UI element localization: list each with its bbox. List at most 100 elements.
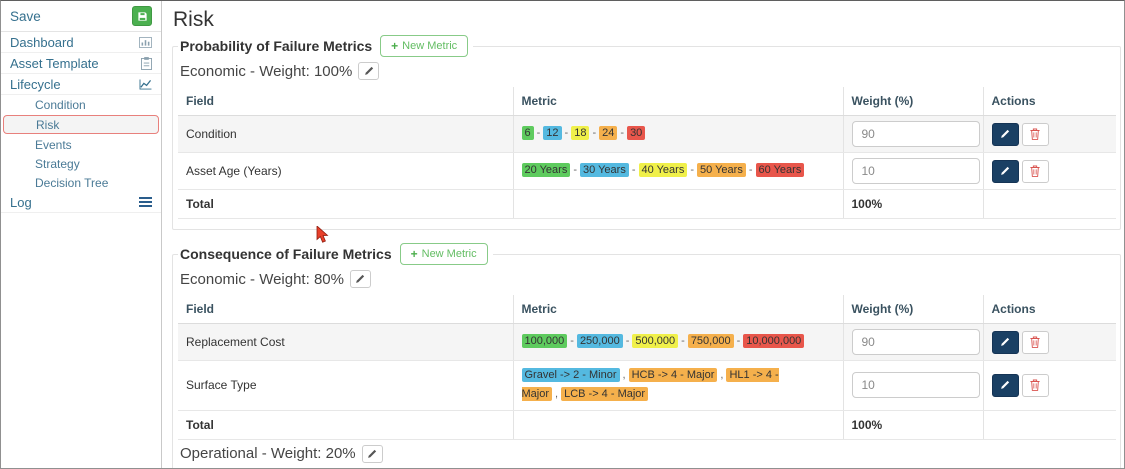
actions-cell: [982, 115, 1116, 153]
table-row: Replacement Cost 100,000-250,000-500,000-…: [178, 323, 1116, 361]
pencil-icon: [1000, 337, 1010, 347]
field-cell: Asset Age (Years): [178, 152, 513, 190]
column-header-metric: Metric: [512, 295, 843, 324]
metric-badge: 250,000: [576, 334, 623, 349]
new-metric-button[interactable]: + New Metric: [399, 243, 488, 265]
sidebar-subitem-decision-tree[interactable]: Decision Tree: [1, 173, 161, 192]
group-heading: Operational - Weight: 20%: [180, 444, 1116, 463]
weight-input[interactable]: [851, 372, 980, 399]
sidebar-item-log[interactable]: Log: [1, 192, 161, 213]
actions-group: [991, 122, 1109, 146]
total-metric-empty: [512, 189, 843, 219]
field-cell: Replacement Cost: [178, 323, 513, 361]
total-label: Total: [178, 410, 513, 440]
metric-badge: 12: [543, 126, 562, 141]
actions-cell: [982, 323, 1116, 361]
pencil-icon: [364, 66, 374, 76]
new-metric-button[interactable]: + New Metric: [380, 35, 469, 57]
total-metric-empty: [512, 410, 843, 440]
sidebar-item-dashboard[interactable]: Dashboard: [1, 32, 161, 53]
metric-separator: -: [592, 127, 597, 140]
metric-separator: -: [681, 335, 685, 348]
sidebar-subitem-label: Decision Tree: [35, 175, 109, 190]
edit-group-weight-button[interactable]: [358, 62, 380, 80]
sidebar-nav: Dashboard Asset Template Lifecycle Conditio…: [1, 32, 161, 213]
main-content: Risk Probability of Failure Metrics + New …: [162, 1, 1124, 468]
sidebar-subitem-events[interactable]: Events: [1, 135, 161, 154]
metric-badge: Gravel -> 2 - Minor: [521, 368, 620, 382]
column-header-weight: Weight (%): [842, 295, 983, 324]
metric-separator: -: [570, 335, 574, 348]
sidebar-subitem-label: Risk: [36, 117, 60, 132]
metrics-table: Field Metric Weight (%) Actions Replacement …: [178, 295, 1116, 440]
sidebar-item-asset-template[interactable]: Asset Template: [1, 53, 161, 74]
weight-cell: [842, 115, 983, 153]
group-heading-label: Economic - Weight: 80%: [180, 270, 344, 288]
metric-badge: 18: [571, 126, 590, 141]
pencil-icon: [367, 449, 377, 459]
delete-row-button[interactable]: [1021, 122, 1049, 146]
field-cell: Surface Type: [178, 360, 513, 411]
metric-separator: -: [620, 127, 625, 140]
metric-separator: ,: [720, 369, 724, 381]
column-header-metric: Metric: [512, 87, 843, 116]
metric-badge: 500,000: [632, 334, 679, 349]
edit-row-button[interactable]: [991, 159, 1019, 183]
edit-row-button[interactable]: [991, 122, 1019, 146]
edit-row-button[interactable]: [991, 373, 1019, 397]
total-actions-empty: [982, 189, 1116, 219]
group-heading-label: Economic - Weight: 100%: [180, 62, 353, 80]
edit-group-weight-button[interactable]: [349, 270, 371, 288]
delete-row-button[interactable]: [1021, 373, 1049, 397]
trash-icon: [1030, 379, 1040, 392]
actions-group: [991, 330, 1109, 354]
section-legend: Probability of Failure Metrics + New Metri…: [178, 35, 473, 57]
metric-cell: Gravel -> 2 - Minor, HCB -> 4 - Major, HL1…: [512, 360, 843, 411]
save-label: Save: [10, 8, 41, 24]
metric-badge: 30 Years: [580, 163, 629, 178]
plus-icon: +: [391, 39, 399, 53]
plus-icon: +: [410, 247, 418, 261]
metric-cell: 100,000-250,000-500,000-750,000-10,000,0…: [512, 323, 843, 361]
total-actions-empty: [982, 410, 1116, 440]
lifecycle-icon: [139, 78, 152, 90]
sidebar-subitem-strategy[interactable]: Strategy: [1, 154, 161, 173]
save-button[interactable]: Save: [1, 1, 161, 32]
delete-row-button[interactable]: [1021, 159, 1049, 183]
metrics-section: Consequence of Failure Metrics + New Metri…: [172, 243, 1121, 468]
metric-separator: -: [631, 164, 636, 177]
delete-row-button[interactable]: [1021, 330, 1049, 354]
sidebar-item-lifecycle[interactable]: Lifecycle: [1, 74, 161, 95]
edit-row-button[interactable]: [991, 330, 1019, 354]
group-heading: Economic - Weight: 80%: [180, 270, 1116, 288]
metrics-section: Probability of Failure Metrics + New Metri…: [172, 35, 1121, 230]
pencil-icon: [1000, 129, 1010, 139]
table-row: Surface Type Gravel -> 2 - Minor, HCB -> 4…: [178, 360, 1116, 411]
metric-separator: -: [573, 164, 577, 177]
sidebar: Save Dashboard Asset Template Lifecycle Con…: [1, 1, 162, 468]
weight-input[interactable]: [851, 158, 980, 184]
metric-separator: ,: [555, 388, 559, 401]
edit-group-weight-button[interactable]: [361, 444, 383, 463]
section-legend: Consequence of Failure Metrics + New Metri…: [178, 243, 493, 265]
trash-icon: [1030, 165, 1040, 177]
weight-cell: [842, 323, 983, 361]
save-icon: [132, 6, 152, 26]
metrics-table: Field Metric Weight (%) Actions Condition 6-1…: [178, 87, 1116, 219]
actions-group: [991, 373, 1109, 397]
sidebar-item-label: Log: [10, 194, 32, 210]
sidebar-subitem-risk[interactable]: Risk: [3, 115, 159, 134]
sidebar-subitem-condition[interactable]: Condition: [1, 95, 161, 114]
column-header-actions: Actions: [982, 87, 1116, 116]
field-cell: Condition: [178, 115, 513, 153]
total-value: 100%: [842, 189, 983, 219]
column-header-field: Field: [178, 295, 513, 324]
page-title: Risk: [173, 8, 214, 31]
weight-input[interactable]: [851, 329, 980, 355]
weight-input[interactable]: [851, 121, 980, 147]
new-metric-label: New Metric: [421, 248, 477, 260]
pencil-icon: [355, 274, 365, 284]
metric-cell: 6-12-18-24-30: [512, 115, 843, 153]
metric-separator: -: [625, 335, 630, 348]
